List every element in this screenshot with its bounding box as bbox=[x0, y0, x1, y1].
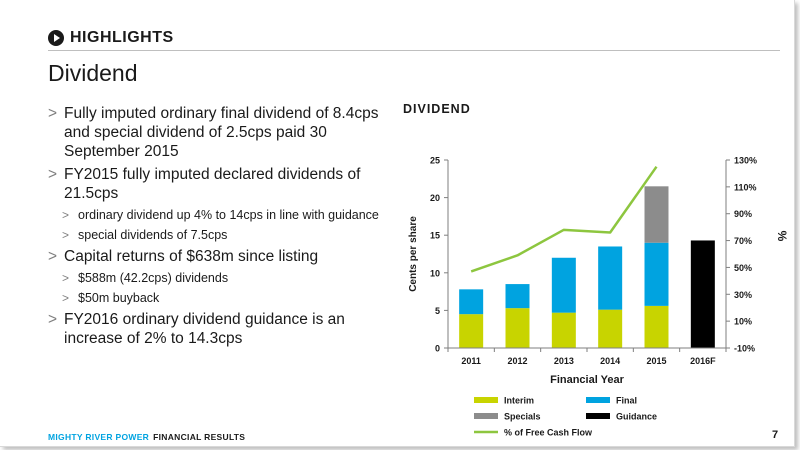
y-tick-label: 20 bbox=[430, 193, 440, 203]
y2-tick-label: 10% bbox=[734, 317, 752, 327]
bar-interim-2015 bbox=[644, 305, 669, 348]
legend-label: % of Free Cash Flow bbox=[504, 428, 593, 438]
bar-specials-2015 bbox=[644, 186, 669, 243]
bar-final-2014 bbox=[598, 246, 623, 310]
axes-group: 0 5 10 15 20 25 -10% 10% 30% 50% 70% 90% 110% 130% 201… bbox=[408, 156, 789, 387]
x-tick-label: 2016F bbox=[690, 356, 716, 366]
chart-title: DIVIDEND bbox=[403, 102, 471, 116]
page-number: 7 bbox=[772, 429, 779, 441]
x-tick-label: 2011 bbox=[461, 356, 481, 366]
y2-tick-label: -10% bbox=[734, 344, 755, 354]
line-group bbox=[470, 165, 658, 273]
legend-swatch bbox=[474, 413, 498, 419]
legend-swatch bbox=[586, 397, 610, 403]
legend-label: Specials bbox=[504, 412, 541, 422]
section-title: HIGHLIGHTS bbox=[70, 29, 174, 46]
bullet-item: > FY2015 fully imputed declared dividends… bbox=[48, 166, 361, 202]
y-tick-label: 10 bbox=[430, 268, 440, 278]
sub-bullet-item: > $588m (42.2cps) dividends bbox=[62, 271, 229, 285]
chart-legend: Interim Final Specials Guidance % of Free Ca… bbox=[474, 396, 657, 438]
y2-axis-label: % bbox=[775, 231, 789, 242]
sub-bullet-item: > $50m buyback bbox=[62, 291, 160, 305]
sub-bullet-item: > special dividends of 7.5cps bbox=[62, 228, 228, 242]
bullet-list: > Fully imputed ordinary final dividend o… bbox=[48, 104, 393, 352]
bullet-item: > Fully imputed ordinary final dividend o… bbox=[48, 105, 379, 160]
bullet-item: > Capital returns of $638m since listing bbox=[48, 248, 319, 265]
legend-label: Interim bbox=[504, 396, 534, 406]
bar-interim-2012 bbox=[505, 308, 530, 348]
x-tick-label: 2015 bbox=[646, 356, 666, 366]
bar-interim-2013 bbox=[551, 312, 576, 348]
y-tick-label: 0 bbox=[435, 344, 440, 354]
legend-swatch bbox=[586, 413, 610, 419]
x-tick-label: 2013 bbox=[554, 356, 574, 366]
legend-label: Final bbox=[616, 396, 637, 406]
chevron-right-icon bbox=[48, 30, 64, 46]
y-tick-label: 5 bbox=[435, 306, 440, 316]
y2-tick-label: 130% bbox=[734, 156, 757, 166]
y-tick-label: 25 bbox=[430, 156, 440, 166]
x-tick-label: 2014 bbox=[600, 356, 620, 366]
x-axis-label: Financial Year bbox=[550, 374, 625, 386]
footer: MIGHTY RIVER POWER FINANCIAL RESULTS bbox=[48, 432, 245, 442]
footer-brand: MIGHTY RIVER POWER bbox=[48, 432, 150, 442]
y2-tick-label: 110% bbox=[734, 182, 757, 192]
bar-final-2013 bbox=[551, 257, 576, 313]
y-tick-label: 15 bbox=[430, 231, 440, 241]
fcf-line bbox=[470, 165, 658, 273]
bar-final-2015 bbox=[644, 242, 669, 306]
header-divider bbox=[48, 50, 780, 51]
page-title: Dividend bbox=[48, 60, 138, 86]
footer-label: FINANCIAL RESULTS bbox=[153, 432, 246, 442]
legend-label: Guidance bbox=[616, 412, 657, 422]
sub-bullet-item: > ordinary dividend up 4% to 14cps in lin… bbox=[62, 208, 379, 222]
section-header: HIGHLIGHTS bbox=[48, 26, 174, 50]
y2-tick-label: 90% bbox=[734, 209, 752, 219]
y2-tick-label: 30% bbox=[734, 290, 752, 300]
dividend-chart: 0 5 10 15 20 25 -10% 10% 30% 50% 70% 90% 110% 130% 201… bbox=[408, 156, 789, 438]
bar-final-2011 bbox=[459, 289, 484, 315]
x-tick-label: 2012 bbox=[507, 356, 527, 366]
y-axis-label: Cents per share bbox=[408, 216, 419, 292]
y2-tick-label: 70% bbox=[734, 236, 752, 246]
bar-group bbox=[459, 186, 715, 348]
bar-interim-2014 bbox=[598, 309, 623, 348]
bar-guidance-2016F bbox=[690, 240, 715, 348]
bar-final-2012 bbox=[505, 284, 530, 309]
y2-tick-label: 50% bbox=[734, 263, 752, 273]
legend-swatch bbox=[474, 397, 498, 403]
bar-interim-2011 bbox=[459, 314, 484, 348]
bullet-item: > FY2016 ordinary dividend guidance is an… bbox=[48, 311, 345, 347]
